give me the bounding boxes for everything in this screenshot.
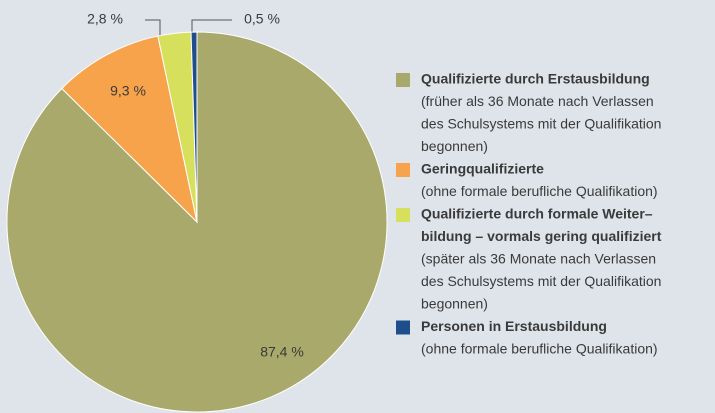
data-label: 0,5 %	[244, 11, 280, 27]
legend-label: Personen in Erstausbildung	[421, 318, 607, 334]
legend-description: des Schulsystems mit der Qualifikation	[421, 116, 661, 132]
legend-swatch	[396, 163, 410, 177]
legend-description: (ohne formale berufliche Qualifikation)	[421, 341, 658, 357]
legend-swatch	[396, 320, 410, 335]
legend-description: begonnen)	[421, 296, 488, 312]
leader-line	[145, 19, 161, 36]
legend-label: Qualifizierte durch formale Weiter–	[421, 206, 653, 222]
legend-label: bildung – vormals gering qualifiziert	[421, 228, 662, 244]
data-label: 87,4 %	[260, 344, 304, 360]
legend-swatch	[396, 208, 410, 222]
pie-slice	[61, 35, 198, 224]
pie-slice	[190, 31, 198, 223]
legend-description: begonnen)	[421, 138, 488, 154]
legend-description: des Schulsystems mit der Qualifikation	[421, 273, 661, 289]
legend-swatch	[396, 73, 410, 87]
legend-label: Qualifizierte durch Erstausbildung	[421, 71, 650, 87]
legend-description: (später als 36 Monate nach Verlassen	[421, 251, 656, 267]
legend-label: Geringqualifizierte	[421, 161, 544, 177]
data-label: 2,8 %	[87, 11, 123, 27]
legend-description: (ohne formale berufliche Qualifikation)	[421, 183, 658, 199]
data-label: 9,3 %	[110, 83, 146, 99]
leader-line	[191, 19, 232, 34]
legend-description: (früher als 36 Monate nach Verlassen	[421, 93, 654, 109]
